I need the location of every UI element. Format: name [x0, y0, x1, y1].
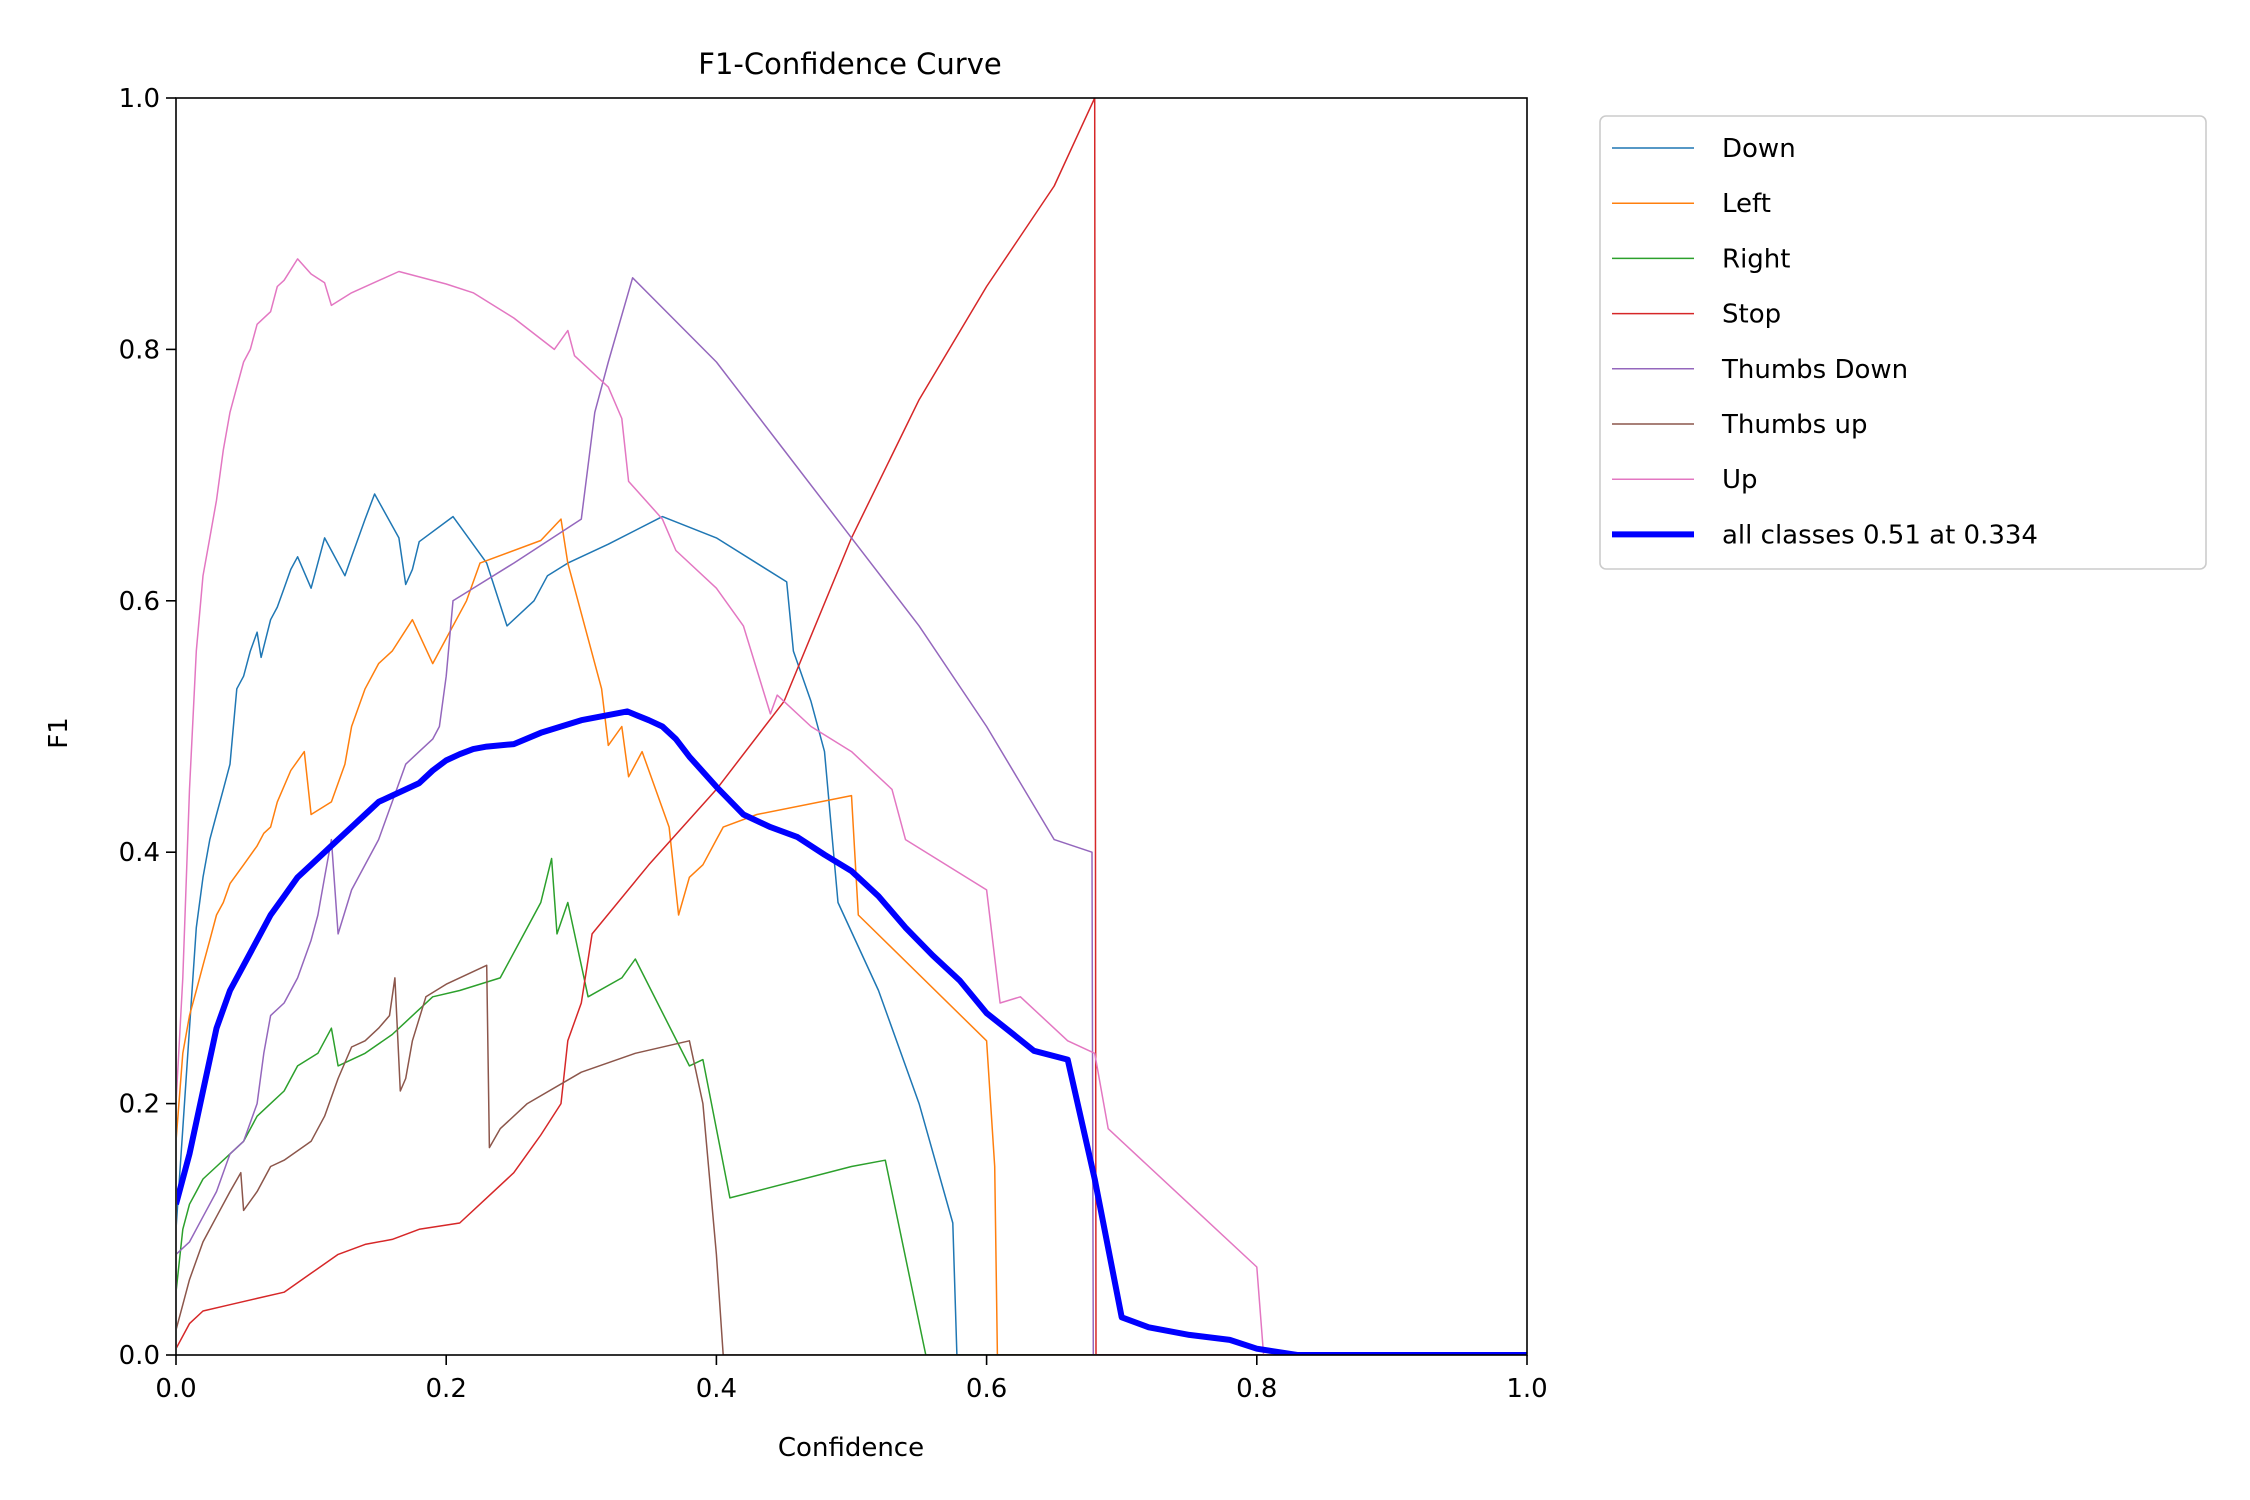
- x-tick-label: 0.8: [1236, 1374, 1277, 1404]
- legend: Down Left Right Stop Thumbs Down Thumbs up Up a…: [1599, 115, 2207, 570]
- series-line-up: [177, 258, 1527, 1355]
- series-line-right: [177, 857, 1527, 1355]
- legend-label: Up: [1722, 465, 1758, 495]
- x-tick-label: 0.0: [155, 1374, 196, 1404]
- y-axis-ticks: 0.0 0.2 0.4 0.6 0.8 1.0: [119, 84, 176, 1371]
- series-line-all-classes-0-51-at-0-334: [177, 708, 1527, 1355]
- legend-label: Right: [1722, 244, 1790, 274]
- plot-frame: [175, 97, 1528, 1356]
- y-tick-label: 0.4: [119, 838, 160, 868]
- x-axis-label: Confidence: [778, 1433, 924, 1463]
- y-tick-label: 0.0: [119, 1341, 160, 1371]
- series-line-left: [177, 518, 1527, 1355]
- x-tick-label: 0.4: [696, 1374, 737, 1404]
- series-layer: [177, 98, 1527, 1355]
- y-tick-label: 0.6: [119, 587, 160, 617]
- y-tick-label: 1.0: [119, 84, 160, 114]
- y-axis-label: F1: [44, 717, 74, 749]
- x-tick-label: 1.0: [1506, 1374, 1547, 1404]
- y-tick-label: 0.2: [119, 1090, 160, 1120]
- series-line-down: [177, 493, 1527, 1355]
- legend-label: Left: [1722, 189, 1771, 219]
- y-tick-label: 0.8: [119, 335, 160, 365]
- legend-entries: Down Left Right Stop Thumbs Down Thumbs up Up a…: [1612, 134, 2038, 550]
- series-line-stop: [177, 98, 1527, 1355]
- series-line-thumbs-up: [177, 964, 1527, 1355]
- legend-label: Thumbs Down: [1721, 355, 1908, 385]
- legend-label: Down: [1722, 134, 1796, 164]
- legend-label: Thumbs up: [1721, 410, 1867, 440]
- x-tick-label: 0.2: [426, 1374, 467, 1404]
- legend-label: all classes 0.51 at 0.334: [1722, 520, 2038, 550]
- series-line-thumbs-down: [177, 277, 1527, 1355]
- legend-label: Stop: [1722, 300, 1781, 330]
- x-tick-label: 0.6: [966, 1374, 1007, 1404]
- x-axis-ticks: 0.0 0.2 0.4 0.6 0.8 1.0: [155, 1355, 1548, 1404]
- chart-title: F1-Confidence Curve: [698, 47, 1001, 81]
- legend-box: [1599, 115, 2207, 570]
